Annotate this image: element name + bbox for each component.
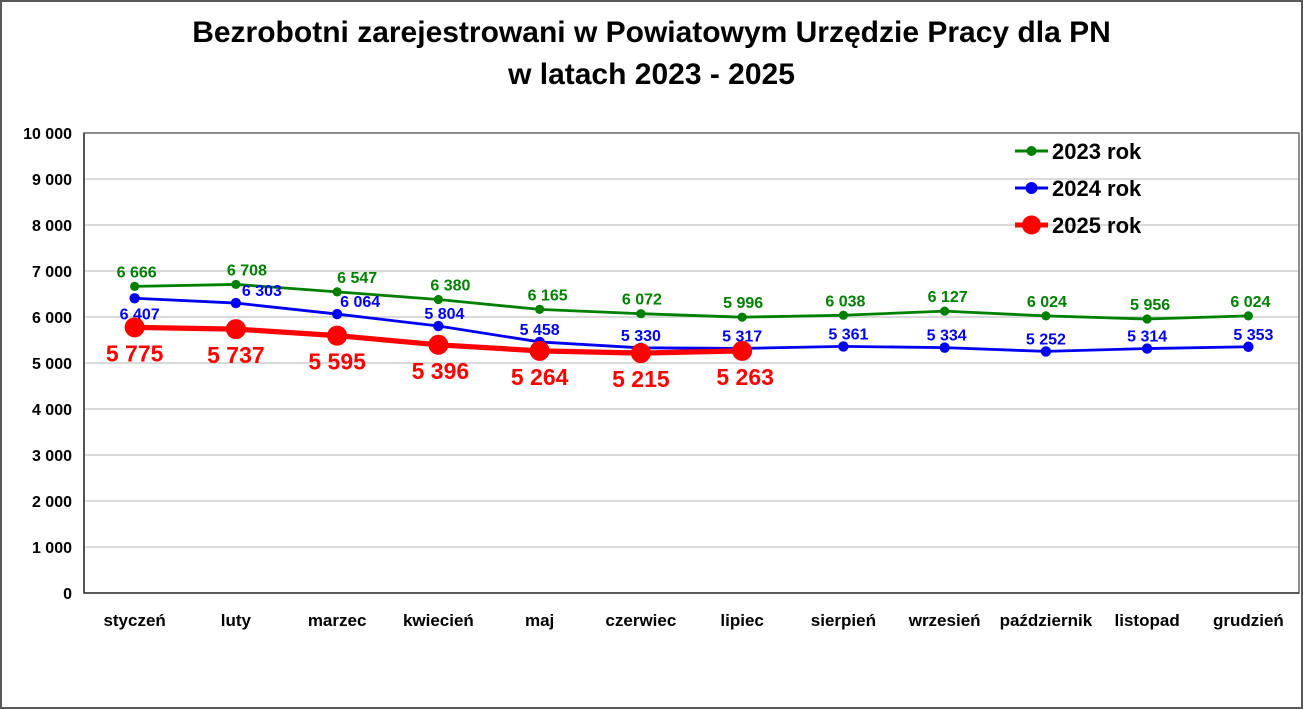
data-label: 5 317 <box>722 328 762 345</box>
y-axis-tick-label: 1 000 <box>32 540 72 557</box>
data-label: 5 775 <box>106 340 164 366</box>
data-label: 6 064 <box>340 294 380 311</box>
data-point <box>535 304 545 315</box>
data-point <box>433 320 444 332</box>
data-point <box>332 287 342 297</box>
data-point <box>433 294 443 305</box>
chart-title-line2: w latach 2023 - 2025 <box>508 58 795 91</box>
data-label: 5 804 <box>424 306 464 323</box>
y-axis-tick-label: 9 000 <box>32 172 72 189</box>
data-label: 5 396 <box>412 358 470 384</box>
data-label: 5 595 <box>308 349 366 375</box>
data-label: 5 330 <box>621 328 661 345</box>
series-line-2024-rok <box>133 296 1250 353</box>
y-axis-tick-label: 7 000 <box>32 264 72 281</box>
x-axis-category-label: listopad <box>1115 611 1180 630</box>
legend-marker-dot <box>1025 182 1038 194</box>
y-axis-tick-label: 5 000 <box>32 356 72 373</box>
data-point <box>1141 343 1153 354</box>
data-label: 6 024 <box>1230 294 1270 311</box>
data-point <box>1243 311 1253 321</box>
data-point <box>732 340 753 361</box>
data-point <box>428 334 449 355</box>
y-axis-tick-label: 0 <box>63 586 72 603</box>
data-label: 6 666 <box>117 264 157 281</box>
data-label: 6 038 <box>825 293 865 310</box>
data-point <box>630 343 651 364</box>
data-label: 6 127 <box>928 289 968 306</box>
y-axis-tick-label: 4 000 <box>32 402 72 419</box>
y-axis-tick-label: 10 000 <box>23 126 72 143</box>
data-point <box>130 281 140 291</box>
data-label: 5 264 <box>511 364 569 390</box>
data-point <box>1041 311 1051 321</box>
data-point <box>231 279 241 290</box>
x-axis-category-label: maj <box>525 611 554 630</box>
data-point <box>1040 346 1052 357</box>
data-point <box>1142 314 1152 324</box>
data-label: 5 458 <box>520 322 560 339</box>
data-point <box>940 306 950 316</box>
series-line-2023-rok <box>133 283 1250 321</box>
legend-entry: 2024 rok <box>1015 176 1142 201</box>
x-axis-category-label: październik <box>1000 611 1093 630</box>
data-label: 5 334 <box>927 328 967 345</box>
data-point <box>939 342 950 353</box>
legend-entry: 2023 rok <box>1015 139 1142 164</box>
data-label: 5 361 <box>828 326 868 343</box>
y-axis-tick-label: 2 000 <box>32 494 72 511</box>
data-point <box>838 310 848 320</box>
data-point <box>529 340 550 361</box>
legend-label: 2025 rok <box>1052 213 1142 238</box>
data-label: 5 263 <box>716 364 774 390</box>
data-label: 6 303 <box>242 283 282 300</box>
data-point <box>225 319 246 340</box>
x-axis-category-label: styczeń <box>103 611 165 630</box>
data-label: 6 708 <box>227 262 267 279</box>
data-label: 5 737 <box>207 342 265 368</box>
data-label: 5 956 <box>1130 297 1170 314</box>
data-label: 6 547 <box>337 270 377 287</box>
x-axis-category-label: lipiec <box>720 611 763 630</box>
data-point <box>129 293 140 304</box>
y-axis-tick-label: 6 000 <box>32 310 72 327</box>
data-point <box>327 325 348 346</box>
data-label: 6 024 <box>1027 294 1067 311</box>
legend-marker-dot <box>1022 215 1041 235</box>
data-label: 6 380 <box>430 278 470 295</box>
data-point <box>331 308 343 320</box>
legend-label: 2023 rok <box>1052 139 1142 164</box>
data-point <box>838 341 849 352</box>
x-axis-category-label: sierpień <box>811 611 876 630</box>
data-label: 5 252 <box>1026 331 1066 348</box>
chart-title: Bezrobotni zarejestrowani w Powiatowym U… <box>2 12 1301 96</box>
x-axis-category-label: luty <box>221 611 252 630</box>
data-point <box>124 317 145 338</box>
legend-marker-dot <box>1026 146 1037 156</box>
x-axis-category-label: marzec <box>308 611 367 630</box>
legend-label: 2024 rok <box>1052 176 1142 201</box>
x-axis-category-label: wrzesień <box>908 611 981 630</box>
y-axis-tick-label: 3 000 <box>32 448 72 465</box>
data-point <box>230 297 242 309</box>
data-label: 6 165 <box>528 287 568 304</box>
data-point <box>737 312 747 322</box>
y-axis-tick-label: 8 000 <box>32 218 72 235</box>
data-label: 5 996 <box>723 295 763 312</box>
data-point <box>1243 341 1254 352</box>
x-axis-category-label: grudzień <box>1213 611 1284 630</box>
data-label: 5 215 <box>612 366 670 392</box>
legend-entry: 2025 rok <box>1015 213 1142 238</box>
data-point <box>636 309 646 319</box>
chart-title-line1: Bezrobotni zarejestrowani w Powiatowym U… <box>192 16 1111 49</box>
data-label: 5 314 <box>1127 329 1167 346</box>
x-axis-category-label: czerwiec <box>605 611 676 630</box>
data-label: 6 072 <box>622 292 662 309</box>
x-axis-category-label: kwiecień <box>403 611 474 630</box>
data-label: 5 353 <box>1233 327 1273 344</box>
